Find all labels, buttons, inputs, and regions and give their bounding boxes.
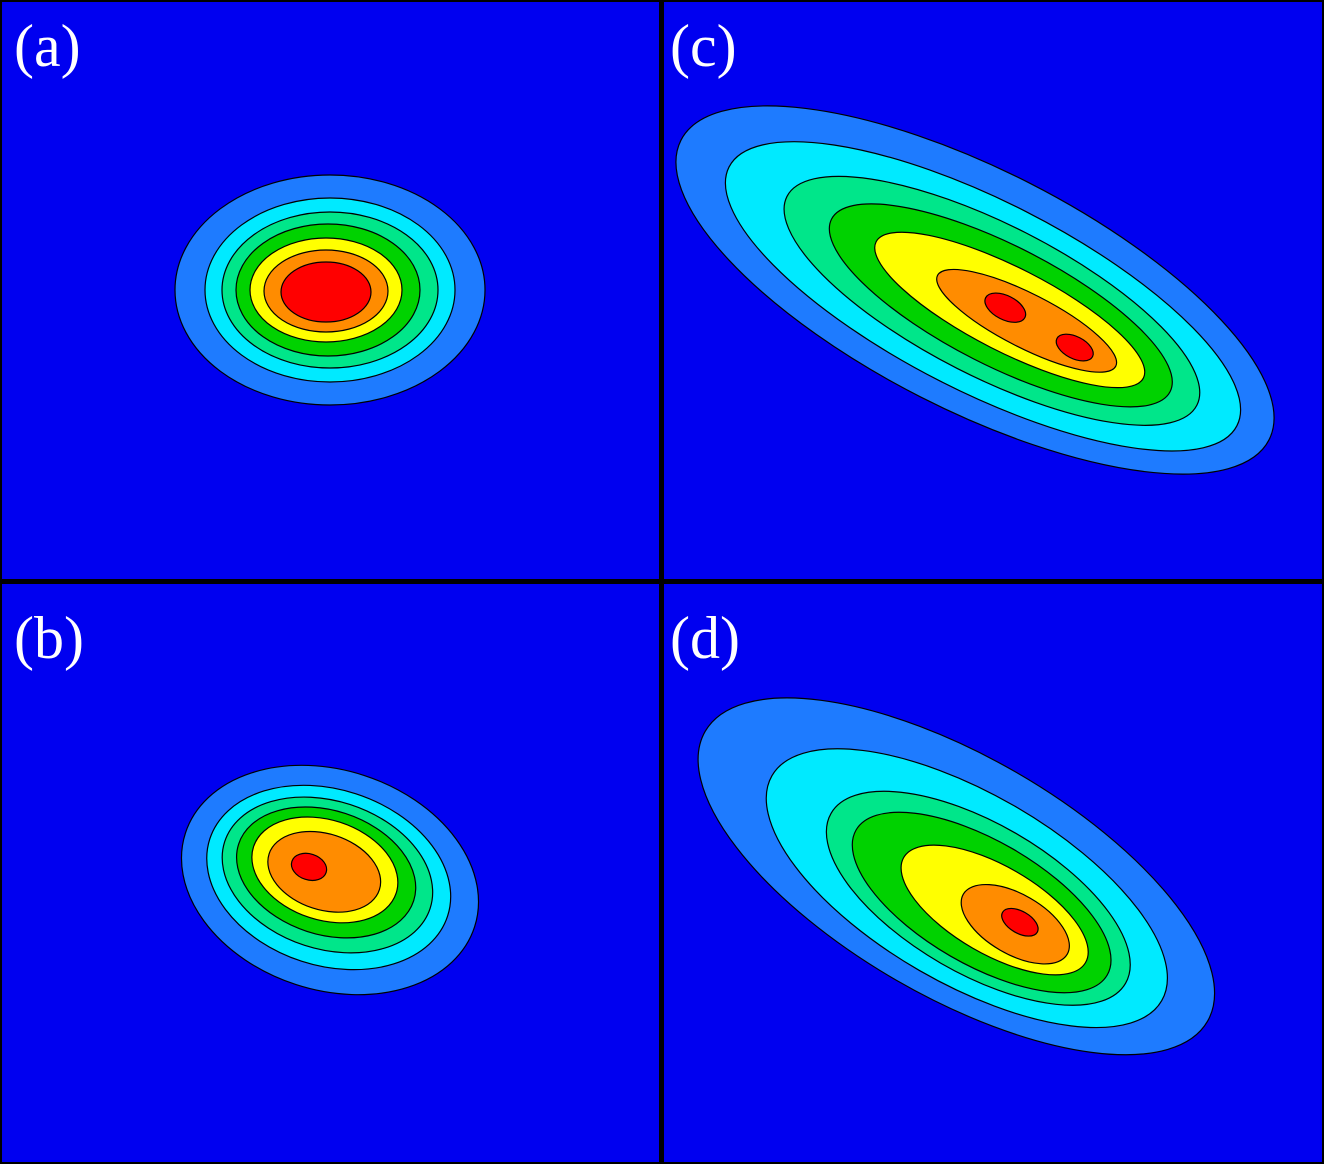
panel-label: (c) [670, 13, 737, 79]
contour-b [180, 764, 480, 996]
contour-a [174, 174, 486, 406]
contour-d [697, 697, 1216, 1056]
panel-label: (a) [14, 13, 81, 79]
panel-label: (d) [670, 605, 740, 671]
panel-label: (b) [14, 605, 84, 671]
contour-c [675, 105, 1275, 475]
